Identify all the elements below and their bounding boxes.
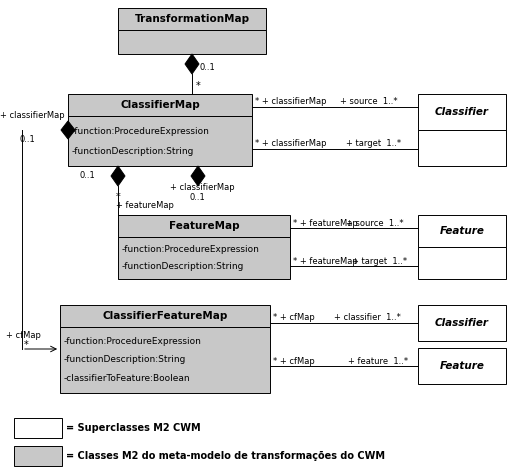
Text: -classifierToFeature:Boolean: -classifierToFeature:Boolean xyxy=(64,374,191,383)
Text: + cfMap: + cfMap xyxy=(6,331,41,340)
Text: = Classes M2 do meta-modelo de transformações do CWM: = Classes M2 do meta-modelo de transform… xyxy=(66,451,385,461)
Text: * + cfMap: * + cfMap xyxy=(273,314,315,323)
Text: + target  1..*: + target 1..* xyxy=(352,257,407,266)
Bar xyxy=(418,305,506,341)
Text: * + classifierMap: * + classifierMap xyxy=(255,139,326,148)
Text: * + cfMap: * + cfMap xyxy=(273,357,315,365)
Text: Classifier: Classifier xyxy=(435,107,489,117)
Bar xyxy=(118,237,290,279)
Polygon shape xyxy=(111,166,125,186)
Bar xyxy=(68,116,252,166)
Bar xyxy=(418,130,506,166)
Text: -functionDescription:String: -functionDescription:String xyxy=(122,262,244,271)
Text: -functionDescription:String: -functionDescription:String xyxy=(64,356,187,365)
Text: *: * xyxy=(24,340,29,350)
Text: -function:ProcedureExpression: -function:ProcedureExpression xyxy=(122,245,260,254)
Text: + target  1..*: + target 1..* xyxy=(346,139,401,148)
Text: 0..1: 0..1 xyxy=(190,194,206,203)
Text: *: * xyxy=(116,192,121,202)
Text: + feature  1..*: + feature 1..* xyxy=(348,357,408,365)
Text: -function:ProcedureExpression: -function:ProcedureExpression xyxy=(72,127,210,136)
Bar xyxy=(118,215,290,237)
Text: + classifierMap: + classifierMap xyxy=(0,112,65,121)
Text: + classifier  1..*: + classifier 1..* xyxy=(334,314,401,323)
Text: *: * xyxy=(196,81,201,91)
Polygon shape xyxy=(61,121,75,139)
Text: 0..1: 0..1 xyxy=(80,171,96,180)
Bar xyxy=(418,348,506,384)
Text: Classifier: Classifier xyxy=(435,318,489,328)
Bar xyxy=(60,327,270,393)
Text: * + featureMap: * + featureMap xyxy=(293,257,358,266)
Text: ClassifierFeatureMap: ClassifierFeatureMap xyxy=(102,311,228,321)
Text: -functionDescription:String: -functionDescription:String xyxy=(72,146,194,155)
Text: Feature: Feature xyxy=(439,361,484,371)
Text: + source  1..*: + source 1..* xyxy=(346,219,403,227)
Bar xyxy=(418,215,506,247)
Text: + classifierMap: + classifierMap xyxy=(170,184,234,193)
Bar xyxy=(418,247,506,279)
Bar xyxy=(14,418,62,438)
Bar xyxy=(14,446,62,466)
Text: 0..1: 0..1 xyxy=(20,136,36,145)
Polygon shape xyxy=(185,54,199,74)
Text: + source  1..*: + source 1..* xyxy=(340,97,398,106)
Text: FeatureMap: FeatureMap xyxy=(169,221,240,231)
Bar xyxy=(418,94,506,130)
Text: = Superclasses M2 CWM: = Superclasses M2 CWM xyxy=(66,423,200,433)
Bar xyxy=(60,305,270,327)
Text: 0..1: 0..1 xyxy=(200,64,216,73)
Text: + featureMap: + featureMap xyxy=(116,202,174,211)
Text: -function:ProcedureExpression: -function:ProcedureExpression xyxy=(64,337,202,346)
Text: ClassifierMap: ClassifierMap xyxy=(120,100,200,110)
Bar xyxy=(118,8,266,30)
Text: TransformationMap: TransformationMap xyxy=(135,14,250,24)
Bar xyxy=(68,94,252,116)
Text: Feature: Feature xyxy=(439,226,484,236)
Bar xyxy=(118,30,266,54)
Text: * + classifierMap: * + classifierMap xyxy=(255,97,326,106)
Text: * + featureMap: * + featureMap xyxy=(293,219,358,227)
Polygon shape xyxy=(191,166,205,186)
